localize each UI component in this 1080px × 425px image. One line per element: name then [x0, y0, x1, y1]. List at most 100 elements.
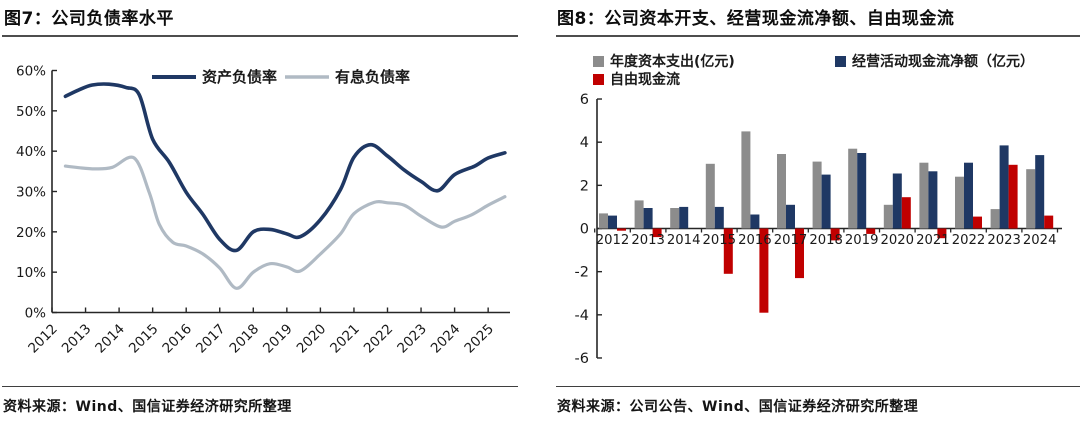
asset-liability-ratio-line	[63, 82, 507, 253]
figure8-title: 图8：公司资本开支、经营现金流净额、自由现金流	[557, 9, 955, 29]
x-category-label: 2021	[916, 233, 950, 248]
operating-cashflow-bar	[786, 204, 795, 229]
capex-bar	[990, 209, 1000, 229]
y-tick-label: 4	[580, 135, 589, 151]
operating-cashflow-bar	[679, 206, 689, 229]
free-cashflow-bar	[830, 228, 840, 241]
free-cashflow-bar	[973, 216, 982, 229]
free-cashflow-bar	[652, 228, 662, 238]
operating-cashflow-bar	[964, 162, 973, 229]
debt-ratio-line-chart: 60% 50% 40% 30% 20% 10% 0%20122013201420152016…	[16, 64, 510, 357]
x-category-label: 2023	[987, 233, 1021, 248]
x-category-label: 2012	[596, 233, 630, 248]
operating-cashflow-bar	[928, 171, 938, 229]
capex-bar	[919, 162, 929, 229]
x-tick-label: 2014	[92, 321, 128, 357]
operating-cashflow-bar	[857, 153, 867, 229]
capex-bar	[634, 200, 644, 229]
legend-label-asset-liability: 资产负债率	[202, 68, 277, 86]
x-tick-label: 2012	[25, 321, 61, 357]
x-category-label: 2016	[738, 233, 772, 248]
y-tick-label: -6	[575, 351, 589, 367]
y-tick-label: 0%	[25, 306, 47, 322]
figure8-title-divider	[556, 35, 1080, 37]
x-tick-label: 2017	[193, 321, 229, 357]
operating-cashflow-bar	[821, 174, 831, 229]
capex-bar	[777, 154, 786, 229]
operating-cashflow-bar	[714, 206, 724, 229]
operating-cashflow-bar	[1035, 155, 1045, 229]
operating-cashflow-bar	[643, 208, 653, 229]
x-tick-label: 2025	[461, 321, 497, 357]
legend-swatch-operating-cashflow	[835, 56, 846, 67]
legend-label-capex: 年度资本支出(亿元)	[610, 53, 735, 70]
x-tick-label: 2018	[227, 321, 263, 357]
y-tick-label: 60%	[16, 64, 46, 80]
figure7-title-divider	[2, 35, 518, 37]
x-category-label: 2014	[667, 233, 701, 248]
x-tick-label: 2021	[327, 321, 363, 357]
free-cashflow-bar	[1008, 164, 1018, 229]
figure7-title: 图7：公司负债率水平	[4, 9, 174, 29]
x-category-label: 2024	[1023, 233, 1057, 248]
x-category-label: 2019	[845, 233, 879, 248]
interest-bearing-ratio-line	[63, 155, 507, 290]
operating-cashflow-bar	[892, 173, 902, 229]
y-tick-label: -4	[575, 308, 589, 324]
legend-label-operating-cashflow: 经营活动现金流净额（亿元）	[852, 53, 1034, 70]
y-tick-label: 20%	[16, 225, 46, 241]
capex-bar	[812, 161, 822, 229]
x-tick-label: 2013	[59, 321, 95, 357]
operating-cashflow-bar	[750, 214, 760, 229]
x-category-label: 2020	[881, 233, 915, 248]
capex-bar	[883, 204, 893, 229]
x-category-label: 2017	[774, 233, 808, 248]
y-tick-label: 6	[580, 92, 589, 108]
free-cashflow-bar	[1044, 215, 1054, 229]
legend-label-interest-bearing: 有息负债率	[335, 68, 410, 86]
free-cashflow-bar	[866, 228, 876, 234]
x-tick-label: 2022	[361, 321, 397, 357]
legend-swatch-free-cashflow	[593, 74, 604, 85]
capex-bar	[848, 148, 858, 229]
free-cashflow-bar	[937, 228, 947, 239]
free-cashflow-bar	[759, 228, 769, 313]
free-cashflow-bar	[723, 228, 733, 274]
y-tick-label: 10%	[16, 265, 46, 281]
y-tick-label: 2	[580, 178, 589, 194]
free-cashflow-bar	[617, 228, 626, 231]
x-tick-label: 2020	[294, 321, 330, 357]
free-cashflow-bar	[795, 228, 804, 279]
y-tick-label: 0	[580, 222, 589, 238]
figure8-source-divider	[556, 386, 1080, 387]
x-category-label: 2022	[952, 233, 986, 248]
legend-swatch-capex	[593, 56, 604, 67]
capex-bar	[599, 213, 608, 229]
figure8-source-note: 资料来源：公司公告、Wind、国信证券经济研究所整理	[557, 399, 919, 415]
y-tick-label: 50%	[16, 104, 46, 120]
x-category-label: 2018	[809, 233, 843, 248]
x-category-label: 2013	[631, 233, 665, 248]
x-tick-label: 2016	[159, 321, 195, 357]
figure8-panel: 图8：公司资本开支、经营现金流净额、自由现金流 6 4 2 0 -2 -4 -6 2012 20…	[540, 0, 1080, 425]
figure7-source-note: 资料来源：Wind、国信证券经济研究所整理	[3, 399, 292, 415]
legend-label-free-cashflow: 自由现金流	[610, 71, 680, 88]
operating-cashflow-bar	[608, 215, 617, 229]
y-tick-label: 30%	[16, 185, 46, 201]
capex-bar	[741, 131, 751, 229]
x-tick-label: 2024	[428, 321, 464, 357]
x-tick-label: 2023	[394, 321, 430, 357]
figure7-source-divider	[2, 386, 518, 387]
capex-bar	[955, 176, 964, 229]
free-cashflow-bar	[901, 197, 911, 229]
operating-cashflow-bar	[999, 145, 1009, 229]
capex-bar	[705, 163, 715, 229]
figure7-panel: 图7：公司负债率水平 60% 50% 40% 30% 20% 10% 0% 2012 2013 2…	[2, 9, 518, 415]
x-category-label: 2015	[703, 233, 737, 248]
capex-bar	[670, 208, 680, 229]
capex-bar	[1026, 169, 1036, 229]
x-tick-label: 2015	[126, 321, 162, 357]
y-tick-label: 40%	[16, 144, 46, 160]
